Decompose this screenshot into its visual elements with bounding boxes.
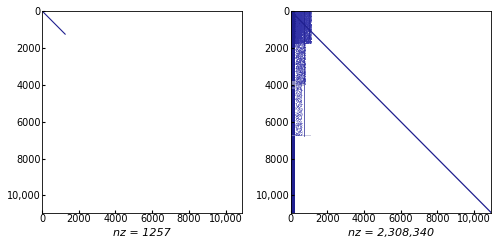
Bar xyxy=(290,138,296,212)
X-axis label: nz = 2,308,340: nz = 2,308,340 xyxy=(348,228,434,238)
Bar xyxy=(290,11,311,14)
Bar xyxy=(290,135,311,136)
Bar xyxy=(290,11,296,212)
Bar xyxy=(290,86,300,89)
Bar xyxy=(296,11,299,44)
X-axis label: nz = 1257: nz = 1257 xyxy=(114,228,171,238)
Bar xyxy=(302,11,304,33)
Bar xyxy=(299,11,302,39)
Bar xyxy=(290,81,304,86)
